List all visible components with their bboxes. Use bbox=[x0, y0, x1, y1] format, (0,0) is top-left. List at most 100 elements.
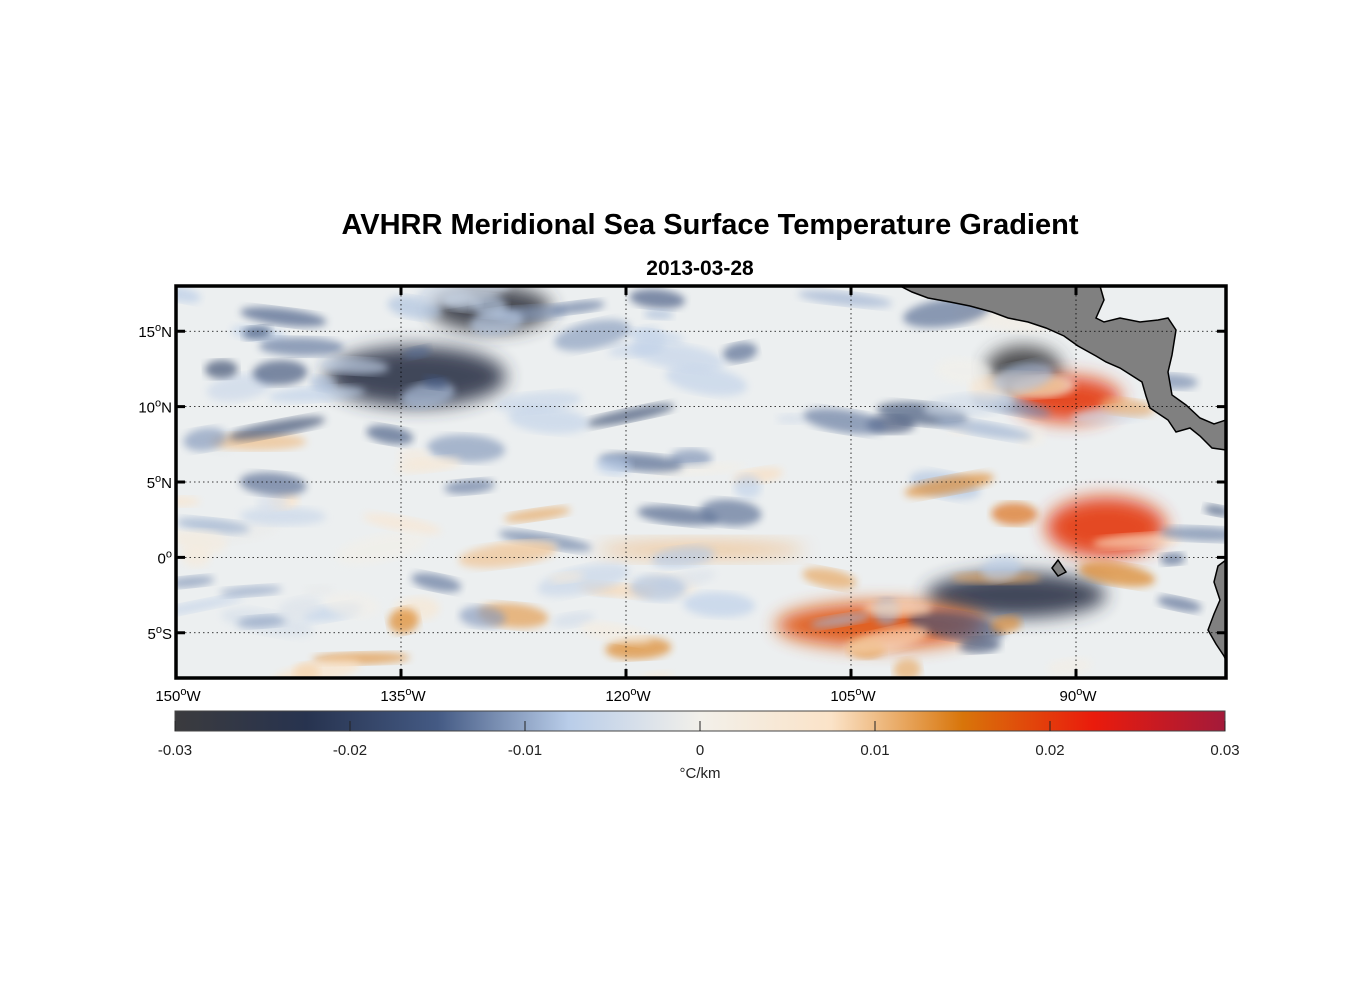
gradient-texture-streak bbox=[336, 531, 428, 565]
lat-tick-label: 5oN bbox=[147, 473, 172, 492]
landmass bbox=[899, 286, 1226, 661]
gradient-texture-streak bbox=[810, 613, 871, 628]
gradient-texture-streak bbox=[935, 358, 993, 385]
colorbar-tick-label: -0.02 bbox=[333, 742, 367, 759]
colorbar-tick-label: 0.02 bbox=[1035, 742, 1064, 759]
gradient-texture-streak bbox=[362, 513, 442, 535]
colorbar: -0.03 -0.02 -0.01 0 0.01 0.02 0.03 °C/km bbox=[158, 710, 1240, 782]
lat-tick-label: 15oN bbox=[138, 322, 172, 341]
gradient-texture-streak bbox=[388, 608, 419, 634]
gradient-texture-streak bbox=[396, 457, 462, 473]
colorbar-tick-label: 0.03 bbox=[1210, 742, 1239, 759]
map-date-subtitle: 2013-03-28 bbox=[646, 257, 754, 280]
gradient-texture-streak bbox=[537, 563, 630, 597]
colorbar-unit-label: °C/km bbox=[680, 765, 721, 782]
gradient-texture-streak bbox=[252, 360, 308, 386]
gradient-texture-streak bbox=[504, 507, 571, 522]
gradient-texture-streak bbox=[495, 391, 582, 413]
lat-tick-label: 5oS bbox=[148, 624, 172, 643]
colorbar-tick-label: 0 bbox=[696, 742, 704, 759]
gradient-texture-streak bbox=[303, 584, 335, 596]
lon-tick-label: 150oW bbox=[155, 686, 201, 705]
gradient-texture-streak bbox=[320, 357, 389, 375]
lat-tick-label: 10oN bbox=[138, 398, 172, 417]
gradient-texture-streak bbox=[551, 611, 595, 628]
colorbar-tick-label: 0.01 bbox=[860, 742, 889, 759]
gradient-texture-streak bbox=[411, 573, 462, 592]
lat-tick-label: 0o bbox=[158, 548, 172, 567]
gradient-texture-streak bbox=[643, 309, 674, 320]
central-america-land bbox=[899, 286, 1226, 451]
gradient-texture-streak bbox=[722, 342, 758, 363]
gradient-texture-streak bbox=[585, 403, 675, 427]
gradient-texture-streak bbox=[219, 585, 283, 597]
gradient-texture-streak bbox=[366, 425, 414, 445]
gradient-texture-streak bbox=[310, 375, 336, 391]
gradient-texture-streak bbox=[176, 286, 202, 303]
lon-tick-label: 105oW bbox=[830, 686, 876, 705]
gradient-texture-streak bbox=[183, 427, 227, 451]
gradient-texture-streak bbox=[176, 517, 250, 534]
colorbar-ticks: -0.03 -0.02 -0.01 0 0.01 0.02 0.03 bbox=[158, 721, 1240, 759]
gradient-texture-streak bbox=[733, 474, 762, 499]
gradient-texture-streak bbox=[508, 406, 589, 434]
gradient-texture-streak bbox=[605, 637, 672, 660]
gradient-texture-streak bbox=[904, 473, 994, 498]
sst-gradient-field bbox=[176, 286, 1226, 678]
map-area bbox=[176, 286, 1226, 678]
gradient-texture-streak bbox=[863, 600, 932, 617]
map-axis-ticks: 150oW 135oW 120oW 105oW 90oW 15oN 10oN 5oN 0o 5oS bbox=[138, 286, 1226, 705]
gradient-texture-streak bbox=[1099, 398, 1155, 417]
gradient-texture-streak bbox=[1157, 595, 1202, 612]
gradient-texture-streak bbox=[237, 615, 287, 628]
gradient-texture-streak bbox=[458, 541, 557, 568]
gradient-texture-streak bbox=[802, 567, 857, 589]
gradient-texture-streak bbox=[981, 556, 1022, 582]
gradient-texture-streak bbox=[629, 574, 687, 601]
map-title: AVHRR Meridional Sea Surface Temperature… bbox=[341, 209, 1078, 241]
gradient-texture-streak bbox=[1160, 552, 1186, 566]
gradient-texture-streak bbox=[1092, 533, 1183, 549]
gradient-texture-streak bbox=[268, 386, 366, 403]
gradient-texture-streak bbox=[1047, 658, 1093, 676]
colorbar-tick-label: -0.03 bbox=[158, 742, 192, 759]
gradient-texture-streak bbox=[596, 456, 632, 475]
gradient-texture-streak bbox=[923, 392, 1014, 418]
gradient-texture-streak bbox=[651, 546, 715, 568]
gradient-texture-streak bbox=[459, 605, 506, 628]
gradient-texture-streak bbox=[472, 294, 508, 318]
gradient-texture-streak bbox=[683, 592, 756, 618]
gradient-texture-streak bbox=[776, 413, 808, 424]
positive-gradient-band bbox=[1046, 497, 1166, 558]
gradient-texture-streak bbox=[256, 492, 288, 513]
galapagos-islands bbox=[1051, 558, 1068, 577]
gradient-texture-streak bbox=[324, 592, 380, 618]
colorbar-tick-label: -0.01 bbox=[508, 742, 542, 759]
gradient-texture-streak bbox=[959, 637, 1001, 653]
gradient-texture-streak bbox=[844, 626, 929, 655]
gradient-texture-streak bbox=[204, 360, 238, 379]
gradient-texture-streak bbox=[665, 365, 748, 396]
gradient-texture-streak bbox=[630, 341, 725, 372]
gradient-texture-streak bbox=[240, 307, 327, 327]
gradient-texture-streak bbox=[444, 479, 495, 494]
gradient-texture-streak bbox=[637, 505, 719, 526]
gradient-texture-streak bbox=[699, 499, 762, 527]
lon-tick-label: 135oW bbox=[380, 686, 426, 705]
gradient-texture-streak bbox=[242, 325, 272, 340]
gradient-texture-streak bbox=[936, 418, 1033, 440]
lon-tick-label: 90oW bbox=[1060, 686, 1098, 705]
gradient-texture-streak bbox=[907, 611, 1005, 642]
gradient-texture-streak bbox=[893, 658, 921, 678]
gradient-texture-streak bbox=[277, 596, 322, 619]
gradient-texture-streak bbox=[803, 408, 887, 435]
gradient-texture-streak bbox=[549, 571, 584, 583]
gradient-texture-streak bbox=[1078, 561, 1156, 587]
gradient-texture-streak bbox=[992, 362, 1054, 393]
gradient-texture-streak bbox=[176, 595, 245, 618]
gradient-texture-streak bbox=[427, 434, 506, 463]
gradient-texture-streak bbox=[422, 375, 448, 389]
gradient-texture-streak bbox=[240, 507, 327, 526]
negative-gradient-band bbox=[926, 572, 1106, 618]
